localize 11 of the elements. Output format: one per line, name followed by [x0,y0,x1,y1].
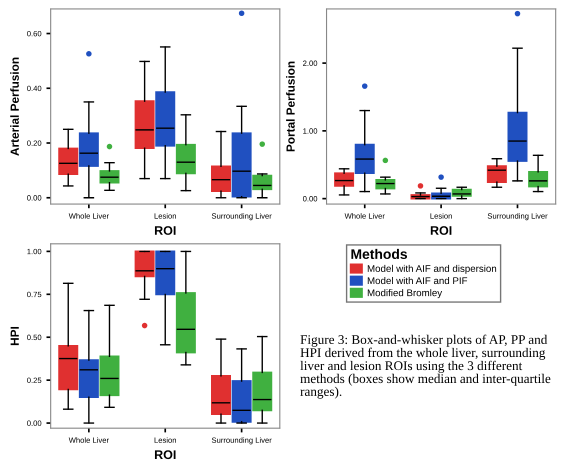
caption: Figure 3: Box-and-whisker plots of AP, PP and HPI derived from the whole liver, surrounding liver and lesion ROIs using the 3 different methods (boxes show median and inter-quartile ranges). [300,334,550,399]
legend-label: Model with AIF and dispersion [368,264,496,274]
x-axis-title: ROI [154,450,176,460]
y-axis-title: Portal Perfusion [286,62,295,152]
legend-title: Methods [351,248,408,260]
y-axis-title: HPI [10,326,19,346]
x-axis-title: ROI [154,226,176,235]
x-axis-title: ROI [430,226,452,235]
y-axis-title: Arterial Perfusion [10,58,19,156]
legend-label: Modified Bromley [368,289,442,298]
legend-label: Model with AIF and PIF [368,276,468,284]
